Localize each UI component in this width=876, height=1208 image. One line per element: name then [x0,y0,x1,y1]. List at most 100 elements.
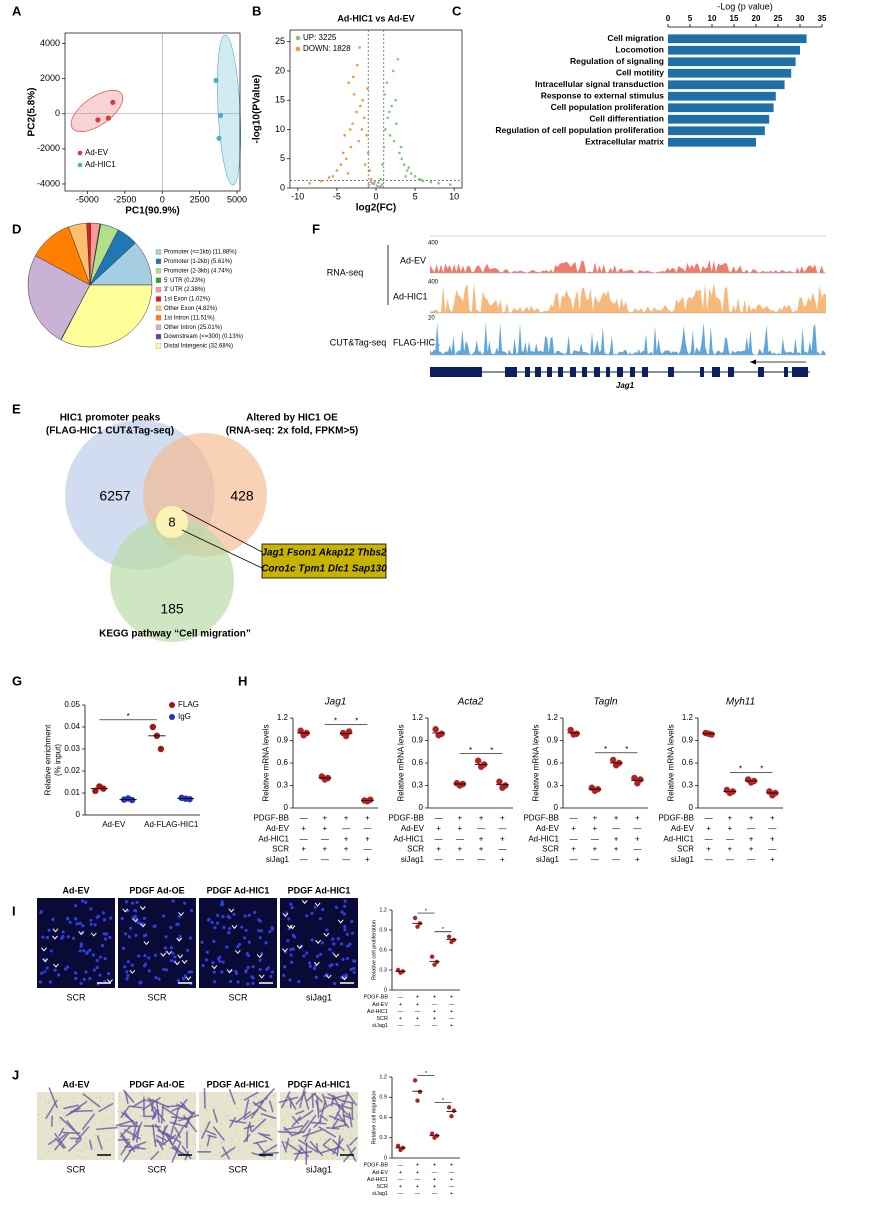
data-point [365,134,368,137]
data-point [449,1113,454,1119]
pore [64,1115,66,1117]
pore [230,1144,232,1146]
condition-mark: + [433,1009,436,1015]
nucleus [162,914,166,918]
pore [249,1103,251,1105]
pore [335,1104,337,1106]
chart-title: Acta2 [457,697,484,708]
x-tick-label: 5 [688,14,693,23]
pore [272,1095,274,1097]
pore [64,1112,66,1114]
data-point [370,177,373,181]
chart-title: Tagln [593,697,618,708]
pore [166,1130,168,1132]
pore [129,1131,131,1133]
category-label: Cell motility [616,68,664,78]
arrowhead [228,908,235,913]
nucleus [269,974,273,979]
condition-mark: + [479,834,484,843]
panel-label: I [12,903,16,918]
arrowhead [178,912,184,917]
condition-mark: — [435,814,443,823]
pore [273,1105,275,1107]
nucleus [352,966,356,971]
pore [356,1115,358,1117]
pore [206,1110,208,1112]
strand-arrowhead [750,359,756,365]
nucleus [109,916,113,920]
condition-mark: + [436,845,441,854]
nucleus [102,918,107,922]
pore [200,1130,202,1132]
pore [206,1094,208,1096]
pore [280,1114,282,1116]
data-point [394,98,397,102]
nucleus [258,967,262,972]
pore [219,1152,221,1154]
pore [280,1146,282,1148]
cell [294,1147,303,1162]
data-point [348,128,352,131]
legend-swatch [77,162,83,168]
pore [215,1134,217,1136]
pore [76,1150,78,1152]
nucleus [297,980,301,984]
nucleus [120,916,124,921]
pore [299,1145,301,1147]
data-point [383,93,386,96]
y-tick-label: 0.02 [64,766,80,775]
pore [159,1155,161,1157]
nucleus [258,958,262,962]
nucleus [247,940,251,944]
y-tick-label: 0.3 [682,781,694,790]
y-tick-label: 0.6 [379,1115,387,1121]
cell [258,1151,279,1156]
pore [169,1112,171,1114]
pore [152,1133,154,1135]
pore [60,1120,62,1122]
image-caption: siJag1 [306,1164,332,1174]
condition-mark: — [591,855,599,864]
condition-label: Ad-EV [671,824,695,833]
cell [212,1109,218,1123]
pore [149,1158,151,1160]
legend-label: Ad-HIC1 [85,160,116,169]
pore [74,1097,76,1099]
nucleus [253,910,257,915]
y-tick-label: 1.2 [547,713,559,722]
condition-mark: + [436,824,441,833]
micrograph [199,1092,277,1160]
pore [141,1120,143,1122]
y-tick-label: 0.9 [277,736,289,745]
pore [300,1151,302,1153]
x-tick-label: 30 [796,14,805,23]
condition-mark: + [728,824,733,833]
nucleus [98,973,102,977]
pore [129,1137,131,1139]
y-tick-label: 0 [284,803,289,812]
cell [96,1135,103,1150]
y-tick-label: 0.3 [379,1135,387,1141]
nucleus [123,965,127,969]
pore [355,1117,357,1119]
arrowhead [90,932,97,937]
cell [311,1092,314,1109]
pore [326,1091,328,1093]
venn-count: 428 [230,488,254,504]
track-scale: 400 [428,241,439,247]
chart-title: Jag1 [324,697,347,708]
nucleus [221,902,225,906]
pore [263,1110,265,1112]
legend-label: 3' UTR (2.38%) [164,287,205,293]
pore [139,1148,141,1150]
pore [186,1127,188,1129]
category-label: Locomotion [615,45,664,55]
cell [316,1096,320,1119]
pore [82,1148,84,1150]
nucleus [353,959,357,963]
pore [259,1126,261,1128]
pie-slice [60,284,153,348]
cell [346,1090,357,1106]
pore [49,1147,51,1149]
condition-mark: — [398,995,404,1001]
